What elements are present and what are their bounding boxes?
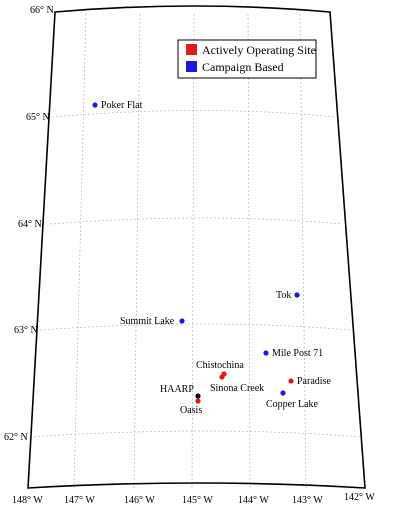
lon-label-146: 146° W: [124, 495, 155, 506]
legend: Actively Operating Site Campaign Based: [177, 39, 317, 79]
legend-label-active: Actively Operating Site: [202, 43, 316, 57]
site-marker-poker-flat: [92, 102, 98, 108]
site-label-mile-post-71: Mile Post 71: [272, 348, 323, 359]
site-label-tok: Tok: [276, 290, 291, 301]
site-label-chistochina: Chistochina: [196, 360, 244, 371]
site-sinona-creek: Sinona Creek: [210, 374, 264, 394]
site-marker-copper-lake: [280, 390, 286, 396]
legend-swatch-active: [186, 44, 197, 55]
site-marker-oasis: [195, 398, 201, 404]
lon-label-144: 144° W: [238, 495, 269, 506]
lat-label-62: 62° N: [4, 432, 28, 443]
lat-label-64: 64° N: [18, 219, 42, 230]
site-label-paradise: Paradise: [297, 376, 331, 387]
site-oasis: Oasis: [180, 398, 202, 416]
lon-label-145: 145° W: [182, 495, 213, 506]
site-marker-tok: [294, 292, 300, 298]
site-marker-paradise: [288, 378, 294, 384]
site-summit-lake: Summit Lake: [120, 316, 185, 327]
site-label-copper-lake: Copper Lake: [266, 399, 318, 410]
legend-box: [177, 39, 317, 79]
longitude-labels: 148° W 147° W 146° W 145° W 144° W 143° …: [12, 492, 375, 506]
latitude-labels: 66° N 65° N 64° N 63° N 62° N: [4, 5, 54, 443]
site-poker-flat: Poker Flat: [92, 100, 143, 111]
lat-label-66: 66° N: [30, 5, 54, 16]
site-marker-summit-lake: [179, 318, 185, 324]
lat-label-65: 65° N: [26, 112, 50, 123]
site-label-haarp: HAARP: [160, 384, 194, 395]
site-label-oasis: Oasis: [180, 405, 202, 416]
lat-label-63: 63° N: [14, 325, 38, 336]
lon-label-148: 148° W: [12, 495, 43, 506]
site-chistochina: Chistochina: [196, 360, 244, 377]
meridian-lines: [73, 13, 307, 489]
site-label-sinona-creek: Sinona Creek: [210, 383, 264, 394]
legend-label-campaign: Campaign Based: [202, 60, 284, 74]
site-tok: Tok: [276, 290, 300, 301]
parallel-lines: [29, 110, 363, 438]
legend-swatch-campaign: [186, 61, 197, 72]
site-marker-mile-post-71: [263, 350, 269, 356]
site-copper-lake: Copper Lake: [266, 390, 318, 410]
lon-label-143: 143° W: [292, 495, 323, 506]
lon-label-142: 142° W: [344, 492, 375, 503]
site-label-summit-lake: Summit Lake: [120, 316, 175, 327]
lon-label-147: 147° W: [64, 495, 95, 506]
site-haarp: HAARP: [160, 384, 201, 399]
site-label-poker-flat: Poker Flat: [101, 100, 143, 111]
map-frame: [27, 5, 366, 489]
site-marker-sinona-creek: [219, 374, 225, 380]
site-mile-post-71: Mile Post 71: [263, 348, 323, 359]
site-marker-haarp: [195, 393, 201, 399]
site-paradise: Paradise: [288, 376, 331, 387]
